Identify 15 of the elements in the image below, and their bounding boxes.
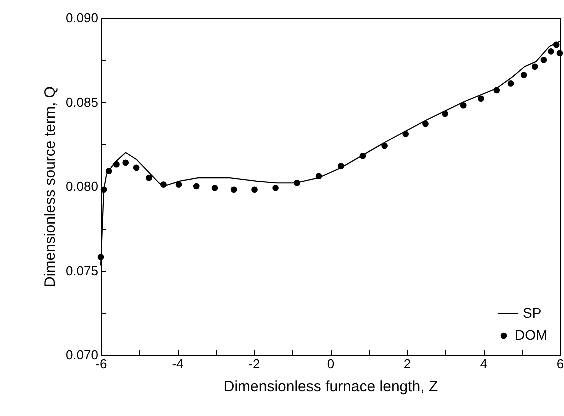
legend-label: SP (523, 305, 542, 321)
x-axis-title: Dimensionless furnace length, Z (224, 378, 438, 396)
x-tick-label: 0 (327, 356, 335, 372)
legend-label: DOM (515, 327, 548, 343)
x-tick-label: -4 (172, 356, 184, 372)
x-tick-label: 6 (556, 356, 564, 372)
y-tick-label: 0.075 (66, 263, 98, 278)
x-tick-label: -2 (248, 356, 260, 372)
x-tick-label: 4 (480, 356, 488, 372)
y-tick-label: 0.085 (66, 94, 98, 110)
x-tick-label: 2 (404, 356, 412, 372)
y-axis-title: Dimensionless source term, Q (42, 86, 59, 288)
y-tick-label: 0.080 (66, 179, 98, 194)
y-tick-label: 0.070 (66, 348, 98, 362)
y-tick-label: 0.090 (66, 10, 98, 26)
